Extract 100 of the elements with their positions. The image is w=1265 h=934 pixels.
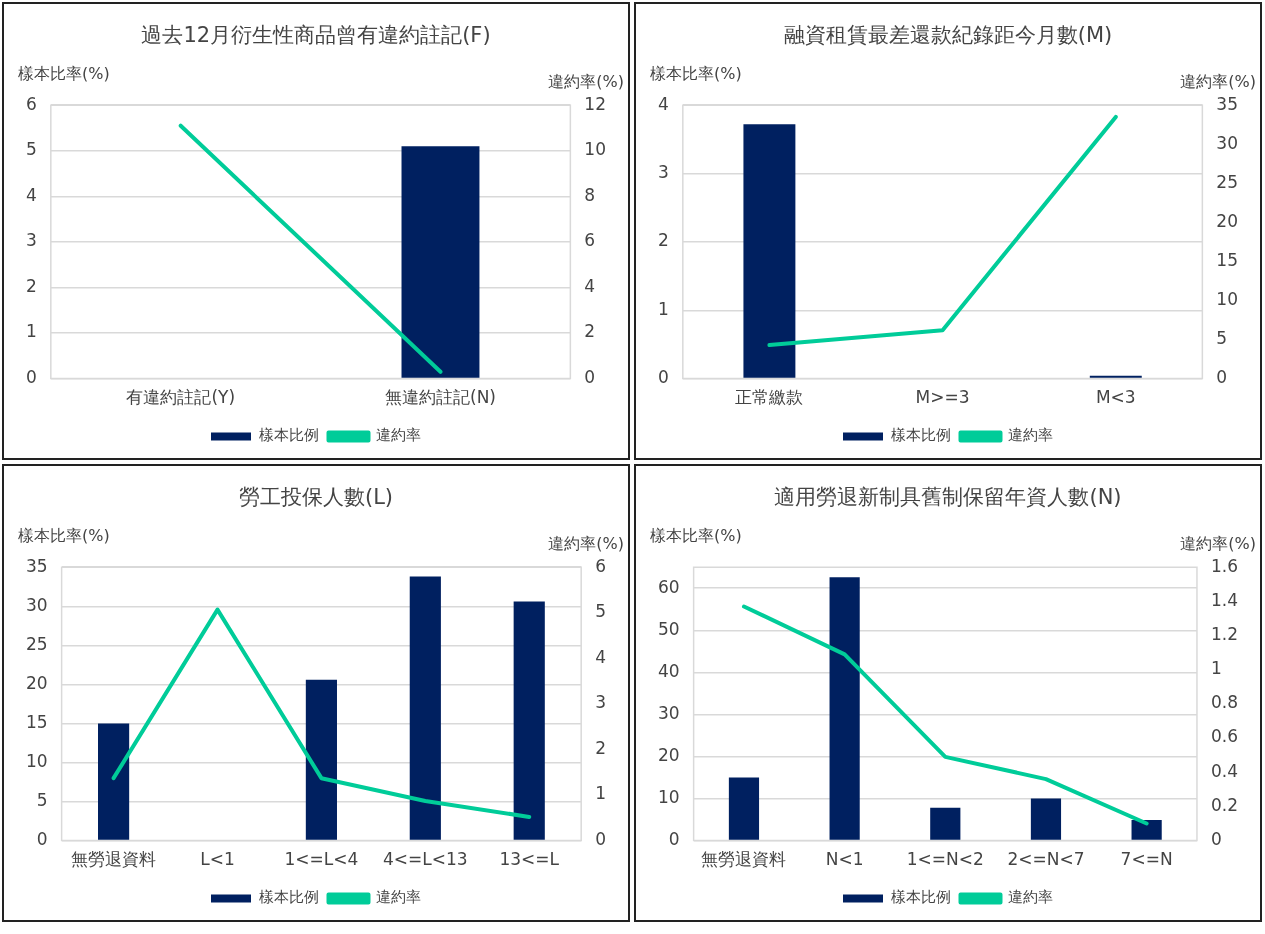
y2-tick-label: 0.8 — [1210, 692, 1239, 713]
y-tick-label: 0 — [25, 367, 37, 388]
y-tick-label: 50 — [657, 618, 680, 639]
y-tick-label: 2 — [657, 230, 669, 251]
legend-label: 樣本比例 — [258, 888, 319, 907]
y-tick-label: 20 — [657, 744, 680, 765]
bar — [409, 576, 441, 840]
y-axis-title: 樣本比率(%) — [650, 526, 742, 546]
y2-tick-label: 0 — [595, 829, 607, 850]
y2-tick-label: 1.2 — [1210, 623, 1239, 644]
x-tick-label: 有違約註記(Y) — [126, 387, 236, 408]
legend-label: 樣本比例 — [890, 426, 951, 445]
y-tick-label: 30 — [25, 594, 48, 615]
y2-tick-label: 2 — [584, 321, 596, 342]
y2-tick-label: 25 — [1216, 171, 1239, 192]
bar — [305, 679, 337, 840]
y2-tick-label: 0.2 — [1210, 794, 1239, 815]
x-tick-label: L<1 — [200, 849, 235, 870]
y2-tick-label: 5 — [1216, 327, 1228, 348]
y2-tick-label: 0 — [584, 367, 596, 388]
x-tick-label: N<1 — [825, 849, 864, 870]
legend-label: 樣本比例 — [258, 426, 319, 445]
x-tick-label: 1<=L<4 — [284, 849, 359, 870]
x-tick-label: M<3 — [1095, 387, 1136, 408]
y-tick-label: 4 — [657, 93, 669, 114]
y-tick-label: 0 — [657, 367, 669, 388]
y2-tick-label: 0.6 — [1210, 726, 1239, 747]
y-tick-label: 1 — [657, 298, 669, 319]
y-axis-title: 樣本比率(%) — [650, 64, 742, 84]
y2-tick-label: 20 — [1216, 210, 1239, 231]
y-tick-label: 0 — [36, 829, 48, 850]
y-axis-title: 樣本比率(%) — [18, 64, 110, 84]
y2-tick-label: 35 — [1216, 93, 1239, 114]
x-tick-label: 7<=N — [1120, 849, 1173, 870]
y2-axis-title: 違約率(%) — [548, 534, 624, 554]
y2-tick-label: 3 — [595, 692, 607, 713]
y-tick-label: 10 — [657, 786, 680, 807]
y-tick-label: 5 — [25, 139, 37, 160]
y-axis-title: 樣本比率(%) — [18, 526, 110, 546]
x-tick-label: 無勞退資料 — [701, 849, 787, 870]
legend-label: 違約率 — [1008, 888, 1053, 907]
y-tick-label: 3 — [25, 230, 37, 251]
bar — [98, 723, 130, 840]
y2-tick-label: 8 — [584, 184, 596, 205]
y-tick-label: 25 — [25, 633, 48, 654]
y-tick-label: 1 — [25, 321, 37, 342]
y2-tick-label: 2 — [595, 737, 607, 758]
y2-tick-label: 15 — [1216, 249, 1239, 270]
y2-tick-label: 4 — [595, 646, 607, 667]
chart-title: 融資租賃最差還款紀錄距今月數(M) — [783, 23, 1113, 48]
chart-title: 勞工投保人數(L) — [238, 485, 394, 510]
bar — [829, 577, 860, 840]
y2-tick-label: 6 — [584, 230, 596, 251]
y-tick-label: 60 — [657, 576, 680, 597]
y-tick-label: 35 — [25, 555, 48, 576]
y-tick-label: 5 — [36, 789, 48, 810]
y2-tick-label: 10 — [1216, 288, 1239, 309]
bar — [930, 807, 961, 840]
x-tick-label: 1<=N<2 — [906, 849, 984, 870]
chart-title: 適用勞退新制具舊制保留年資人數(N) — [774, 485, 1122, 510]
y-tick-label: 15 — [25, 711, 48, 732]
y-tick-label: 2 — [25, 275, 37, 296]
y2-tick-label: 10 — [584, 139, 607, 160]
x-tick-label: 無違約註記(N) — [384, 387, 496, 408]
bar — [513, 601, 545, 840]
x-tick-label: 無勞退資料 — [71, 849, 157, 870]
bar — [1131, 819, 1162, 840]
legend-label: 違約率 — [1008, 426, 1053, 445]
x-tick-label: 正常繳款 — [735, 387, 804, 408]
y-tick-label: 4 — [25, 184, 37, 205]
y2-tick-label: 4 — [584, 275, 596, 296]
y2-axis-title: 違約率(%) — [1180, 72, 1256, 92]
legend-label: 樣本比例 — [890, 888, 951, 907]
y2-tick-label: 0 — [1216, 367, 1228, 388]
bar — [728, 777, 760, 840]
y2-tick-label: 5 — [595, 601, 607, 622]
y2-tick-label: 30 — [1216, 132, 1239, 153]
legend-label: 違約率 — [376, 426, 421, 445]
x-tick-label: M>=3 — [915, 387, 970, 408]
y-tick-label: 6 — [25, 93, 37, 114]
y2-tick-label: 1.6 — [1210, 555, 1239, 576]
y-tick-label: 3 — [657, 161, 669, 182]
legend-label: 違約率 — [376, 888, 421, 907]
y-tick-label: 30 — [657, 702, 680, 723]
y-tick-label: 10 — [25, 750, 48, 771]
x-tick-label: 4<=L<13 — [382, 849, 468, 870]
x-tick-label: 13<=L — [499, 849, 560, 870]
y2-tick-label: 0.4 — [1210, 760, 1239, 781]
y2-tick-label: 1.4 — [1210, 589, 1239, 610]
y2-tick-label: 1 — [1210, 658, 1222, 679]
bar — [1030, 798, 1062, 840]
x-tick-label: 2<=N<7 — [1007, 849, 1085, 870]
y2-tick-label: 12 — [584, 93, 607, 114]
y2-axis-title: 違約率(%) — [1180, 534, 1256, 554]
y2-tick-label: 6 — [595, 555, 607, 576]
y-tick-label: 20 — [25, 672, 48, 693]
chart-title: 過去12月衍生性商品曾有違約註記(F) — [141, 23, 491, 48]
y2-axis-title: 違約率(%) — [548, 72, 624, 92]
y-tick-label: 0 — [668, 829, 680, 850]
y2-tick-label: 1 — [595, 783, 607, 804]
